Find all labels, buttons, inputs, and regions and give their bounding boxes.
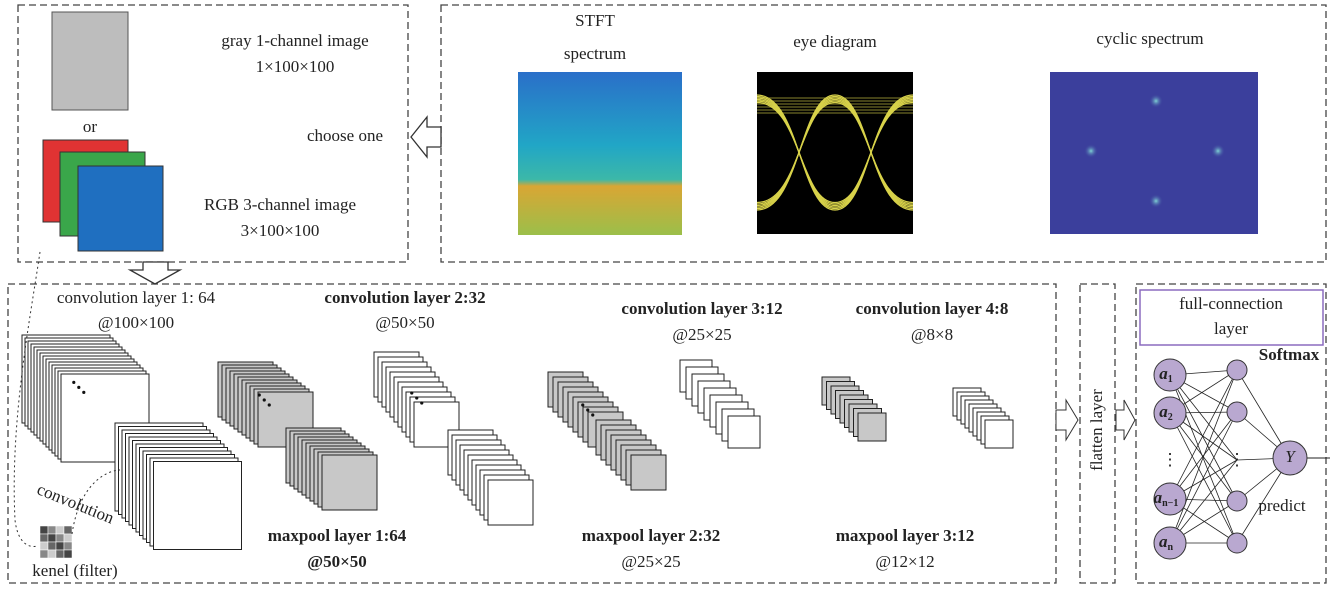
node-sub: 2: [1168, 412, 1173, 423]
choose-label: choose one: [307, 126, 383, 145]
conv-label: convolution layer 4:8: [856, 299, 1009, 318]
pool-size: @50×50: [307, 552, 367, 571]
dot: [258, 393, 261, 396]
feature-map: [858, 413, 886, 441]
dot: [420, 401, 423, 404]
kernel-cell: [48, 542, 56, 550]
feature-map: [322, 455, 377, 510]
image-title: eye diagram: [793, 32, 877, 51]
kernel-cell: [40, 526, 48, 534]
stft-image: [518, 72, 682, 235]
feature-map: [728, 416, 760, 448]
kernel-cell: [56, 526, 64, 534]
choose-arrow: [411, 117, 441, 157]
dot: [77, 386, 80, 389]
convolution-label: convolution: [34, 480, 117, 528]
conv-label: convolution layer 2:32: [324, 288, 485, 307]
fc-arrow: [1116, 400, 1135, 440]
pool-label: maxpool layer 2:32: [582, 526, 721, 545]
conv-label: convolution layer 1: 64: [57, 288, 216, 307]
spectral-peak: [1084, 144, 1098, 158]
kernel-cell: [64, 550, 72, 558]
conv-size: @100×100: [98, 313, 174, 332]
dot: [591, 413, 594, 416]
kernel-cell: [48, 534, 56, 542]
dot: [82, 391, 85, 394]
image-title: STFT: [575, 11, 615, 30]
node-sub: n−1: [1162, 498, 1178, 509]
conv-size: @50×50: [375, 313, 434, 332]
dot: [263, 398, 266, 401]
dot: [268, 403, 271, 406]
spectral-peak: [1211, 144, 1225, 158]
flatten-arrow: [1056, 400, 1078, 440]
feature-map: [631, 455, 666, 490]
kernel-grid: [40, 526, 72, 558]
or-label: or: [83, 117, 98, 136]
fc-title: full-connection: [1179, 294, 1283, 313]
gray-image: [52, 12, 128, 110]
spectral-peak: [1149, 194, 1163, 208]
conv-size: @25×25: [672, 325, 731, 344]
feature-map: [488, 480, 533, 525]
pool-size: @25×25: [621, 552, 680, 571]
kernel-cell: [56, 542, 64, 550]
node-sub: 1: [1168, 374, 1173, 385]
gray-size: 1×100×100: [256, 57, 335, 76]
hidden-node: [1227, 533, 1247, 553]
kernel-cell: [64, 526, 72, 534]
dots: ⋮: [1162, 450, 1179, 469]
kernel-cell: [56, 534, 64, 542]
hidden-node: [1227, 360, 1247, 380]
kernel-cell: [48, 550, 56, 558]
dots: ⋮: [1229, 450, 1246, 469]
kernel-cell: [40, 550, 48, 558]
image-title: cyclic spectrum: [1096, 29, 1203, 48]
blue-channel: [78, 166, 163, 251]
dot: [586, 408, 589, 411]
kernel-cell: [64, 542, 72, 550]
gray-label: gray 1-channel image: [221, 31, 368, 50]
kernel-cell: [64, 534, 72, 542]
hidden-node: [1227, 491, 1247, 511]
dot: [581, 403, 584, 406]
fc-title: layer: [1214, 319, 1248, 338]
rgb-label: RGB 3-channel image: [204, 195, 356, 214]
dot: [72, 381, 75, 384]
conv-size: @8×8: [911, 325, 953, 344]
kernel-cell: [48, 526, 56, 534]
down-arrow: [130, 262, 180, 284]
output-label: Y: [1285, 447, 1296, 466]
pool-size: @12×12: [875, 552, 934, 571]
hidden-node: [1227, 402, 1247, 422]
kernel-label: kenel (filter): [32, 561, 117, 580]
kernel-cell: [56, 550, 64, 558]
kernel-cell: [40, 534, 48, 542]
figure: gray 1-channel image 1×100×100 or RGB 3-…: [0, 0, 1334, 589]
node-sub: n: [1167, 542, 1173, 553]
image-title: spectrum: [564, 44, 626, 63]
pool-label: maxpool layer 3:12: [836, 526, 975, 545]
dot: [415, 396, 418, 399]
softmax-label: Softmax: [1259, 345, 1320, 364]
pool-label: maxpool layer 1:64: [268, 526, 407, 545]
feature-map: [154, 462, 242, 550]
spectral-peak: [1149, 94, 1163, 108]
rgb-size: 3×100×100: [241, 221, 320, 240]
conv-label: convolution layer 3:12: [621, 299, 782, 318]
feature-map: [985, 420, 1013, 448]
predict-label: predict: [1258, 496, 1305, 515]
kernel-cell: [40, 542, 48, 550]
flatten-label: flatten layer: [1087, 389, 1106, 471]
dot: [410, 391, 413, 394]
feature-map-stacks: [22, 335, 1013, 550]
